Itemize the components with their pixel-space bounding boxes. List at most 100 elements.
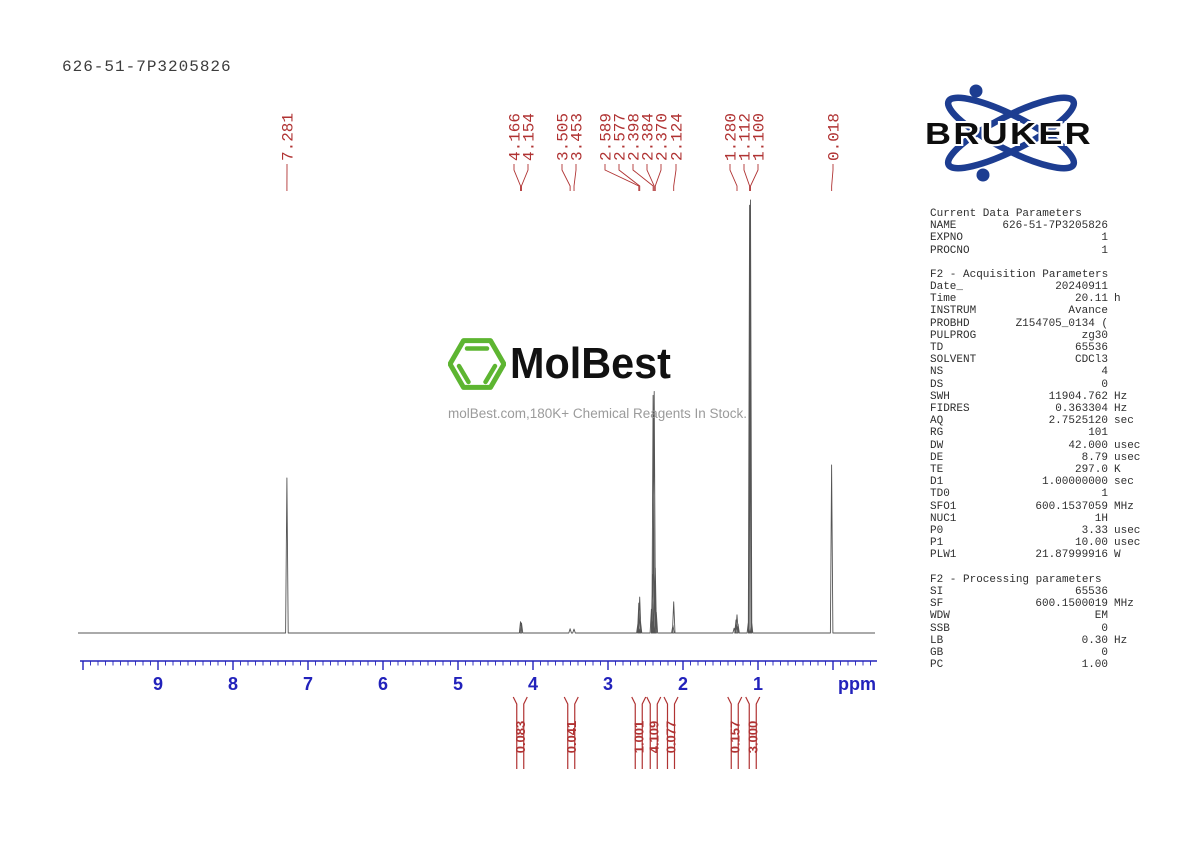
- param-value: 1: [1101, 232, 1108, 245]
- param-section: F2 - Acquisition Parameters Date_ 20240911…: [930, 269, 1165, 562]
- param-row: SFO1 600.1537059 MHz: [930, 501, 1165, 513]
- param-unit: [1108, 513, 1164, 525]
- param-unit: [1108, 232, 1164, 244]
- param-name: DW: [930, 439, 944, 452]
- param-unit: [1108, 427, 1164, 439]
- param-name: PC: [930, 659, 944, 672]
- param-unit: Hz: [1114, 403, 1128, 416]
- param-unit: [1108, 245, 1164, 257]
- param-value: 20.11: [1074, 293, 1108, 306]
- param-name: TD: [930, 342, 944, 355]
- param-name: P0: [930, 525, 944, 538]
- peak-shift-label: 3.505: [555, 113, 573, 161]
- param-row: SI 65536: [930, 586, 1165, 598]
- param-row: INSTRUM Avance: [930, 305, 1165, 317]
- param-name: P1: [930, 537, 944, 550]
- peak-label-leader: [743, 164, 751, 191]
- peak-shift-label: 4.166: [507, 113, 525, 161]
- param-row: Time 20.11 h: [930, 293, 1165, 305]
- bruker-wordmark: BRUKER: [925, 116, 1093, 151]
- param-section-header: F2 - Acquisition Parameters: [930, 268, 1109, 281]
- param-row: NAME 626-51-7P3205826: [930, 220, 1165, 232]
- param-value: 8.79: [1081, 451, 1108, 464]
- param-name: SOLVENT: [930, 354, 977, 367]
- param-name: EXPNO: [930, 232, 964, 245]
- peak-label-leader: [654, 164, 662, 191]
- param-value: 101: [1088, 427, 1108, 440]
- param-row: PC 1.00: [930, 659, 1165, 671]
- param-name: PROBHD: [930, 317, 970, 330]
- param-value: CDCl3: [1074, 354, 1108, 367]
- x-axis-tick-label: 8: [228, 674, 238, 694]
- x-axis-tick-label: 6: [378, 674, 388, 694]
- peak-label-leader: [831, 164, 834, 191]
- param-unit: sec: [1114, 415, 1134, 428]
- param-row: PLW1 21.87999916 W: [930, 549, 1165, 561]
- molbest-tagline: molBest.com,180K+ Chemical Reagents In S…: [448, 406, 748, 421]
- integral-value: 4.109: [646, 721, 661, 754]
- integral-bracket: [631, 696, 647, 769]
- parameters-panel: Current Data Parameters NAME 626-51-7P3205…: [930, 208, 1165, 671]
- param-name: NAME: [930, 220, 957, 233]
- peak-label-leader: [521, 164, 529, 191]
- param-unit: usec: [1114, 439, 1141, 452]
- param-row: D1 1.00000000 sec: [930, 476, 1165, 488]
- param-value: 0: [1101, 622, 1108, 635]
- param-row: PROCNO 1: [930, 245, 1165, 257]
- param-unit: MHz: [1114, 500, 1134, 513]
- param-unit: [1108, 659, 1164, 671]
- param-name: LB: [930, 634, 944, 647]
- param-name: INSTRUM: [930, 305, 977, 318]
- param-name: SF: [930, 598, 944, 611]
- param-value: 65536: [1074, 585, 1108, 598]
- param-unit: usec: [1114, 525, 1141, 538]
- param-value: 600.1537059: [1035, 500, 1108, 513]
- param-row: TD 65536: [930, 342, 1165, 354]
- param-value: Avance: [1068, 305, 1108, 318]
- peak-shift-label: 1.100: [751, 113, 769, 161]
- param-value: 1: [1101, 244, 1108, 257]
- param-name: FIDRES: [930, 403, 970, 416]
- param-unit: [1108, 342, 1164, 354]
- param-row: EXPNO 1: [930, 232, 1165, 244]
- integral-value: 0.041: [564, 721, 579, 754]
- param-unit: [1108, 220, 1164, 232]
- spectrum-trace: [78, 199, 875, 634]
- integral-value: 1.001: [631, 721, 646, 754]
- bruker-logo: BRUKER: [923, 84, 1093, 182]
- param-unit: W: [1114, 549, 1121, 562]
- param-section: F2 - Processing parameters SI 65536 SF 600.1…: [930, 574, 1165, 672]
- param-name: PULPROG: [930, 329, 977, 342]
- param-unit: [1108, 586, 1164, 598]
- x-axis-tick-label: 3: [603, 674, 613, 694]
- param-unit: MHz: [1114, 598, 1134, 611]
- param-unit: [1108, 366, 1164, 378]
- param-name: RG: [930, 427, 944, 440]
- param-row: DW 42.000 usec: [930, 440, 1165, 452]
- param-row: DE 8.79 usec: [930, 452, 1165, 464]
- param-unit: h: [1114, 293, 1121, 306]
- param-value: Z154705_0134 (: [1015, 317, 1108, 330]
- param-value: 1: [1101, 488, 1108, 501]
- param-value: 2.7525120: [1048, 415, 1108, 428]
- param-value: 0: [1101, 378, 1108, 391]
- peak-shift-label: 2.577: [612, 113, 630, 161]
- molbest-wordmark: MolBest: [510, 339, 671, 388]
- integral-bracket: [512, 696, 528, 769]
- param-value: 11904.762: [1048, 390, 1108, 403]
- param-row: NUC1 1H: [930, 513, 1165, 525]
- param-row: SF 600.1500019 MHz: [930, 598, 1165, 610]
- param-unit: K: [1114, 464, 1121, 477]
- param-row: SWH 11904.762 Hz: [930, 391, 1165, 403]
- param-unit: [1108, 647, 1164, 659]
- peak-shift-label: 2.589: [598, 113, 616, 161]
- param-value: zg30: [1081, 329, 1108, 342]
- param-row: PROBHD Z154705_0134 (: [930, 318, 1165, 330]
- integral-bracket: [727, 696, 743, 769]
- param-unit: Hz: [1114, 634, 1128, 647]
- param-row: SOLVENT CDCl3: [930, 354, 1165, 366]
- integral-value: 3.000: [745, 721, 760, 754]
- param-row: RG 101: [930, 427, 1165, 439]
- param-row: Date_ 20240911: [930, 281, 1165, 293]
- param-row: WDW EM: [930, 610, 1165, 622]
